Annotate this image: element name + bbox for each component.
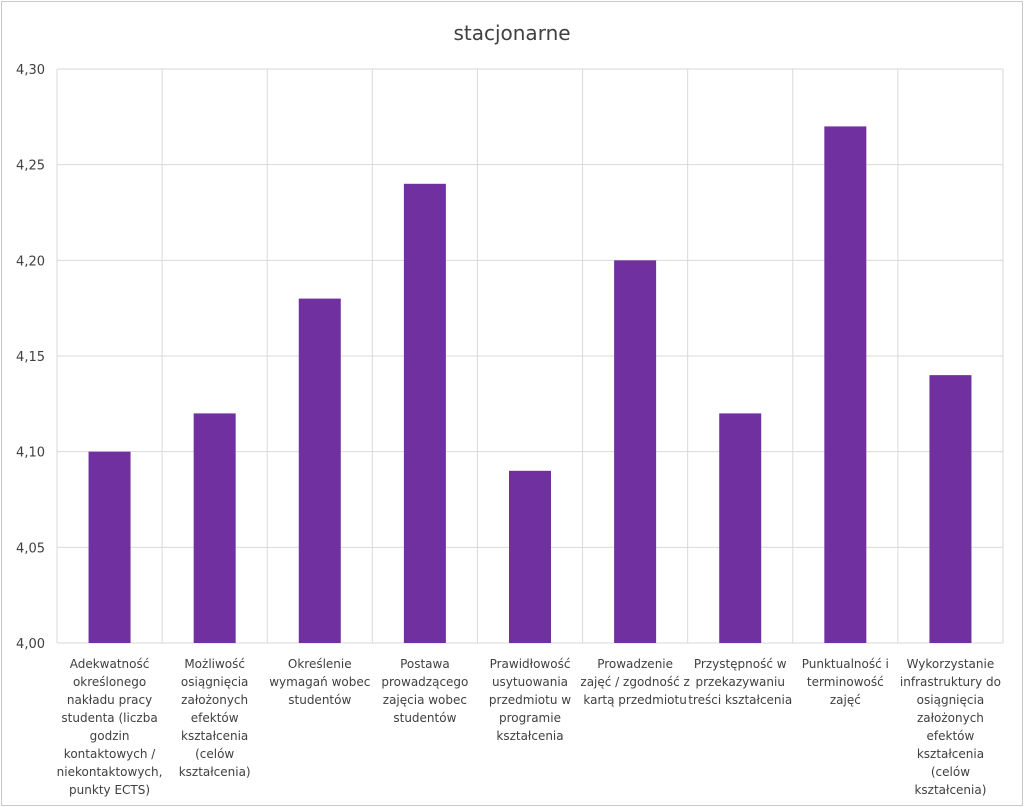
x-tick-label-line: kontaktowych / (64, 747, 156, 761)
x-tick-label-line: kształcenia (496, 729, 563, 743)
x-tick-label-line: przekazywaniu (696, 675, 785, 689)
y-tick-label: 4,10 (16, 446, 45, 461)
x-tick-label: Postawa prowadzącego zajęcia wobec studentó… (381, 657, 468, 725)
x-tick-label-line: założonych (181, 693, 248, 707)
x-tick-label-line: kształcenia) (914, 783, 986, 797)
x-tick-label-line: (celów (195, 747, 234, 761)
bars (88, 126, 972, 644)
bar (193, 413, 236, 643)
y-tick-label: 4,05 (16, 541, 45, 556)
x-tick-label-line: określonego (73, 675, 146, 689)
x-tick-label-line: Punktualność i (802, 657, 889, 671)
y-tick-label: 4,00 (16, 637, 45, 652)
x-tick-label-line: studenta (liczba (61, 711, 157, 725)
x-tick-label-line: Przystępność w (694, 657, 787, 671)
x-tick-label-line: studentów (393, 711, 456, 725)
x-tick-label-line: osiągnięcia (917, 693, 985, 707)
x-tick-label-line: efektów (927, 729, 975, 743)
x-tick-label: Punktualność i terminowość zajęć (802, 657, 889, 707)
x-tick-label-line: punkty ECTS) (69, 783, 150, 797)
y-tick-label: 4,25 (16, 159, 45, 174)
bar (614, 260, 657, 643)
x-tick-label-line: Adekwatność (70, 657, 150, 671)
x-tick-label: Przystępność w przekazywaniu treści kształ… (688, 657, 792, 707)
y-axis: 4,00 4,05 4,10 4,15 4,20 4,25 4,30 (16, 63, 45, 652)
x-tick-label: Adekwatność określonego nakładu pracy stude… (57, 657, 163, 797)
bar (403, 183, 446, 644)
x-tick-label-line: Prawidłowość (490, 657, 571, 671)
x-tick-label-line: wymagań wobec (269, 675, 370, 689)
x-tick-label-line: osiągnięcia (181, 675, 249, 689)
x-tick-label-line: Wykorzystanie (907, 657, 995, 671)
x-tick-label-line: usytuowania (492, 675, 568, 689)
bar (298, 298, 341, 643)
bar (929, 375, 972, 643)
x-tick-label: Prawidłowość usytuowania przedmiotu w progr… (489, 657, 571, 743)
x-tick-label-line: kształcenia (917, 747, 984, 761)
x-tick-label-line: niekontaktowych, (57, 765, 163, 779)
x-tick-label-line: kartą przedmiotu (583, 693, 686, 707)
bar (509, 470, 551, 643)
bar (88, 451, 131, 643)
x-tick-label-line: zajęć (830, 693, 861, 707)
x-tick-label-line: Prowadzenie (597, 657, 673, 671)
chart-title: stacjonarne (453, 21, 570, 45)
x-tick-label: Możliwość osiągnięcia założonych efektów ksz… (179, 657, 251, 779)
x-tick-label-line: Określenie (288, 657, 352, 671)
x-tick-label-line: treści kształcenia (688, 693, 792, 707)
x-tick-label-line: nakładu pracy (67, 693, 152, 707)
x-tick-label-line: zajęcia wobec (383, 693, 467, 707)
x-tick-label-line: godzin (90, 729, 130, 743)
x-tick-label-line: prowadzącego (381, 675, 468, 689)
bar (824, 126, 867, 643)
bar (719, 413, 762, 643)
gridlines (56, 68, 1004, 644)
x-tick-label-line: kształcenia) (179, 765, 251, 779)
x-tick-label-line: zajęć / zgodność z (580, 675, 689, 689)
x-axis: Adekwatność określonego nakładu pracy stude… (57, 657, 1001, 797)
y-tick-label: 4,15 (16, 350, 45, 365)
x-tick-label-line: efektów (191, 711, 239, 725)
x-tick-label-line: Postawa (400, 657, 450, 671)
x-tick-label-line: Możliwość (184, 657, 245, 671)
x-tick-label: Określenie wymagań wobec studentów (269, 657, 370, 707)
x-tick-label-line: przedmiotu w (489, 693, 571, 707)
x-tick-label: Wykorzystanie infrastruktury do osiągnięci… (900, 657, 1001, 797)
x-tick-label-line: terminowość (807, 675, 884, 689)
x-tick-label-line: kształcenia (181, 729, 248, 743)
y-tick-label: 4,20 (16, 254, 45, 269)
y-tick-label: 4,30 (16, 63, 45, 78)
x-tick-label-line: założonych (917, 711, 984, 725)
x-tick-label-line: programie (499, 711, 561, 725)
x-tick-label-line: (celów (931, 765, 970, 779)
x-tick-label: Prowadzenie zajęć / zgodność z kartą przed… (580, 657, 689, 707)
x-tick-label-line: infrastruktury do (900, 675, 1001, 689)
x-tick-label-line: studentów (288, 693, 351, 707)
